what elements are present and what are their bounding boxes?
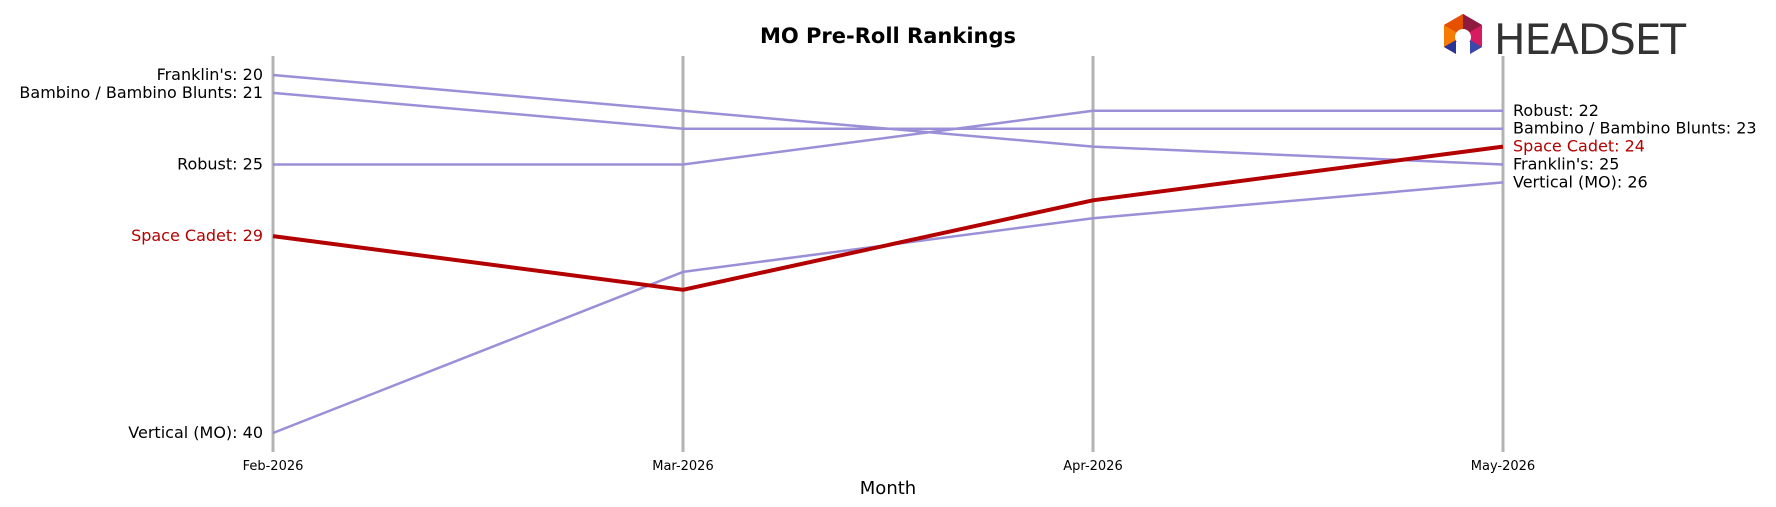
series-line-bambino-bambino-blunts xyxy=(272,91,1503,130)
series-line-robust xyxy=(273,109,1503,166)
end-labels: Franklin's: 25 Bambino / Bambino Blunts: … xyxy=(1513,101,1757,192)
series-lines xyxy=(272,73,1504,435)
x-tick-may-2026: May-2026 xyxy=(1471,459,1535,474)
end-label-robust: Robust: 22 xyxy=(1513,101,1599,120)
x-tick-apr-2026: Apr-2026 xyxy=(1063,459,1122,474)
start-label-vertical-mo: Vertical (MO): 40 xyxy=(128,423,263,442)
end-label-vertical-mo: Vertical (MO): 26 xyxy=(1513,172,1648,191)
x-tick-mar-2026: Mar-2026 xyxy=(652,459,713,474)
end-label-space-cadet: Space Cadet: 24 xyxy=(1513,137,1645,156)
end-label-bambino-bambino-blunts: Bambino / Bambino Blunts: 23 xyxy=(1513,119,1757,138)
start-label-space-cadet: Space Cadet: 29 xyxy=(131,226,263,245)
x-axis-label: Month xyxy=(860,478,916,499)
series-line-space-cadet xyxy=(272,144,1504,292)
headset-logo-text: HEADSET xyxy=(1494,15,1686,64)
headset-logo: HEADSET xyxy=(1444,14,1687,64)
start-label-bambino-bambino-blunts: Bambino / Bambino Blunts: 21 xyxy=(19,83,263,102)
chart-title: MO Pre-Roll Rankings xyxy=(760,24,1016,48)
headset-logo-icon xyxy=(1444,14,1482,58)
end-label-franklin-s: Franklin's: 25 xyxy=(1513,155,1619,174)
series-line-franklin-s xyxy=(272,73,1504,166)
x-tick-feb-2026: Feb-2026 xyxy=(243,459,304,474)
start-label-franklin-s: Franklin's: 20 xyxy=(157,65,263,84)
start-label-robust: Robust: 25 xyxy=(177,155,263,174)
series-line-vertical-mo xyxy=(272,181,1504,435)
month-gridlines xyxy=(271,56,1505,452)
x-tick-labels: Feb-2026 Mar-2026 Apr-2026 May-2026 xyxy=(243,459,1536,474)
